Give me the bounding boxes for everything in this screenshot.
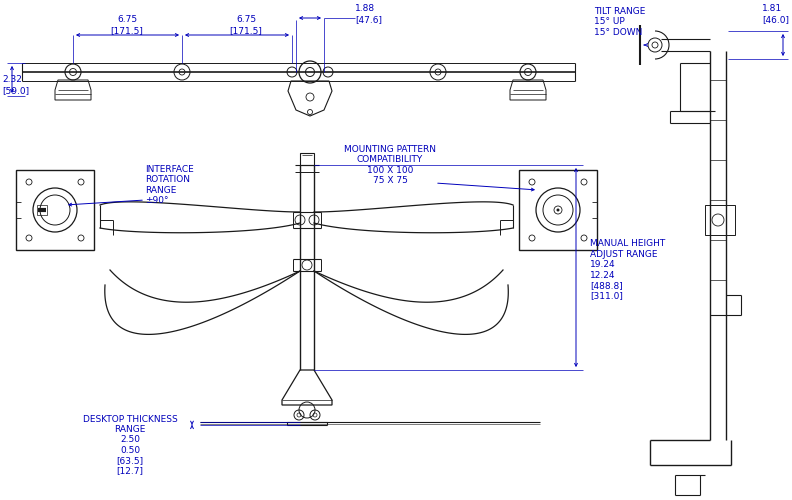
Text: 2.32
[59.0]: 2.32 [59.0] (2, 76, 29, 94)
Text: 1.88
[47.6]: 1.88 [47.6] (355, 4, 382, 24)
Text: INTERFACE
ROTATION
RANGE
±90°: INTERFACE ROTATION RANGE ±90° (145, 165, 194, 205)
Text: MANUAL HEIGHT
ADJUST RANGE
19.24
12.24
[488.8]
[311.0]: MANUAL HEIGHT ADJUST RANGE 19.24 12.24 [… (590, 240, 665, 300)
Circle shape (557, 208, 559, 212)
Text: MOUNTING PATTERN
COMPATIBILITY
100 X 100
75 X 75: MOUNTING PATTERN COMPATIBILITY 100 X 100… (344, 145, 436, 185)
Bar (300, 153, 314, 165)
Text: 6.75
[171.5]: 6.75 [171.5] (230, 16, 262, 34)
Text: DESKTOP THICKNESS
RANGE
2.50
0.50
[63.5]
[12.7]: DESKTOP THICKNESS RANGE 2.50 0.50 [63.5]… (82, 414, 177, 476)
Bar (16, 170, 94, 250)
Text: TILT RANGE
15° UP
15° DOWN: TILT RANGE 15° UP 15° DOWN (594, 7, 645, 37)
Text: 1.81
[46.0]: 1.81 [46.0] (762, 4, 789, 24)
Bar (519, 170, 597, 250)
Bar (37, 205, 47, 215)
Text: 6.75
[171.5]: 6.75 [171.5] (111, 16, 143, 34)
Bar (705, 205, 735, 235)
